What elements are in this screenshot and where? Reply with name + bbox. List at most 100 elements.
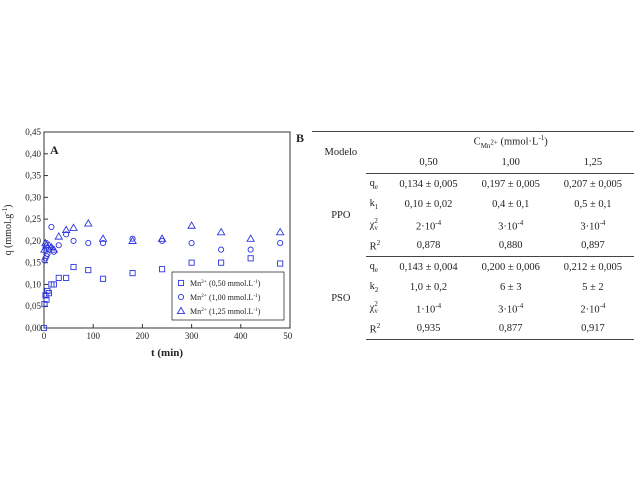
data-point-circle — [277, 240, 284, 247]
data-point-circle — [188, 240, 195, 247]
data-point-square — [45, 290, 52, 297]
parameter-label: k2 — [369, 281, 379, 295]
panel-a-label: A — [50, 143, 59, 157]
table-cell: 0,5 ± 0,1 — [574, 199, 612, 211]
data-point-triangle — [157, 234, 167, 242]
data-point-square — [55, 274, 62, 281]
table-cell: 0,878 — [387, 235, 470, 257]
table-cell: 5 ± 2 — [582, 282, 604, 294]
table-cell: 0,877 — [469, 318, 552, 340]
data-point-circle — [85, 240, 92, 247]
legend-marker-square — [177, 279, 185, 287]
data-point-square — [159, 266, 166, 273]
data-point-circle — [218, 246, 225, 253]
table-cell: 0,197 ± 0,005 — [481, 178, 540, 190]
y-tick-label: 0,05 — [25, 301, 41, 311]
data-point-triangle — [128, 236, 137, 244]
x-tick-label: 200 — [136, 331, 150, 341]
data-point-square — [277, 260, 284, 267]
data-points — [40, 218, 285, 332]
data-point-square — [85, 267, 92, 274]
table-cell: 0,880 — [469, 235, 552, 257]
table-cell: 0,935 — [387, 318, 470, 340]
table-cell: 6 ± 3 — [499, 282, 522, 294]
table-cell: 0,207 ± 0,005 — [563, 178, 623, 190]
table-cell: 1·10-4 — [415, 301, 442, 316]
table-row: k2 1,0 ± 0,2 6 ± 3 5 ± 2 — [312, 278, 634, 299]
data-point-square — [41, 300, 48, 308]
x-axis-label: t (min) — [151, 347, 183, 359]
data-point-square — [43, 296, 50, 303]
y-tick-label: 0,30 — [25, 192, 41, 202]
x-tick-label: 500 — [283, 331, 292, 341]
data-point-square — [63, 274, 70, 281]
data-point-triangle — [275, 227, 285, 236]
conc-2: 1,25 — [551, 152, 634, 174]
x-tick-label: 0 — [42, 331, 47, 341]
parameter-label: R2 — [365, 318, 388, 340]
data-point-square — [70, 263, 77, 271]
data-point-square — [40, 324, 48, 332]
y-tick-label: 0,15 — [25, 258, 41, 268]
data-point-circle — [48, 223, 55, 231]
table-row: PSO qe 0,143 ± 0,004 0,200 ± 0,006 0,212 ± 0… — [312, 257, 634, 304]
data-point-triangle — [187, 221, 196, 229]
table-cell: 0,10 ± 0,02 — [404, 199, 453, 211]
legend-marker-triangle — [176, 306, 186, 315]
table-row: PPO qe 0,134 ± 0,005 0,197 ± 0,005 0,207 ± 0… — [312, 174, 634, 221]
data-point-triangle — [54, 232, 64, 240]
data-point-square — [188, 259, 195, 266]
y-tick-label: 0,10 — [25, 279, 41, 289]
data-point-circle — [63, 231, 70, 238]
plot-frame — [43, 131, 291, 329]
table-cell: 3·10-4 — [498, 218, 524, 233]
data-point-triangle — [61, 225, 71, 234]
data-point-square — [247, 255, 254, 262]
table-cell: 0,134 ± 0,005 — [399, 178, 458, 190]
table-cell: 0,212 ± 0,005 — [563, 261, 623, 273]
y-axis: 0,00 0,05 0,10 0,15 0,20 0,25 0,30 0,35 0,40 0,45 — [25, 127, 48, 333]
x-tick-label: 100 — [86, 331, 100, 341]
table-cell: 0,200 ± 0,006 — [481, 261, 540, 273]
data-point-square — [50, 281, 57, 288]
data-point-triangle — [246, 234, 256, 242]
table-cell: 3·10-4 — [580, 218, 606, 233]
y-tick-label: 0,40 — [25, 149, 41, 159]
data-point-square — [129, 270, 136, 277]
concentration-values-row: 0,50 1,00 1,25 — [312, 152, 634, 174]
modelo-header: Modelo — [312, 131, 366, 174]
panel-b-label: B — [296, 131, 305, 145]
table-cell: 2·10-4 — [415, 218, 442, 233]
table-cell: 1,0 ± 0,2 — [409, 282, 448, 294]
data-point-square — [218, 259, 225, 266]
table-cell: 0,4 ± 0,1 — [492, 199, 530, 211]
data-point-square — [99, 275, 107, 282]
table-row: χ 2 v 2·10-4 3·10-4 3·10-4 — [312, 215, 634, 236]
table-row: χ 2 v 1·10-4 3·10-4 2·10-4 — [312, 298, 634, 319]
kinetic-parameters-table: Modelo CMn2+ (mmol·L-1) 0,50 1,00 1,25 P… — [312, 131, 634, 340]
y-tick-label: 0,00 — [25, 323, 41, 333]
y-tick-label: 0,20 — [25, 236, 41, 246]
y-axis-label: q (mmol.g-1) — [1, 205, 14, 256]
legend-entry: Mn2+ (0,50 mmol.L-1) — [190, 279, 261, 288]
y-tick-label: 0,45 — [25, 127, 41, 137]
concentration-header: CMn2+ (mmol·L-1) — [387, 131, 634, 153]
parameter-label: R2 — [365, 235, 388, 257]
table-row: k1 0,10 ± 0,02 0,4 ± 0,1 0,5 ± 0,1 — [312, 195, 634, 216]
parameter-label: qe — [369, 177, 379, 191]
legend-box — [171, 271, 285, 321]
y-tick-label: 0,25 — [25, 214, 41, 224]
conc-0: 0,50 — [387, 152, 470, 174]
data-point-triangle — [83, 218, 93, 227]
kinetics-chart: 0,00 0,05 0,10 0,15 0,20 0,25 0,30 0,35 0,40 0,45… — [1, 127, 292, 359]
data-point-circle — [129, 235, 136, 242]
data-point-triangle — [98, 234, 108, 242]
table-cell: 0,143 ± 0,004 — [399, 261, 458, 273]
data-point-circle — [99, 240, 107, 247]
data-point-circle — [55, 242, 62, 249]
parameter-label: qe — [369, 260, 379, 274]
table-row: R2 0,935 0,877 0,917 — [312, 318, 634, 340]
model-name-pso: PSO — [331, 292, 351, 304]
